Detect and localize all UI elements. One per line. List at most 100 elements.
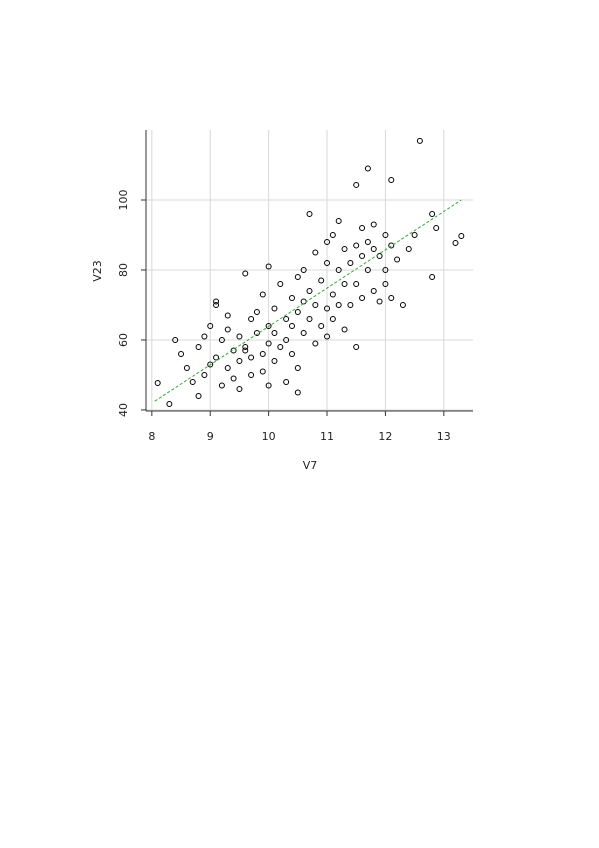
point bbox=[324, 305, 331, 312]
point bbox=[271, 305, 278, 312]
point bbox=[283, 336, 290, 343]
point bbox=[248, 315, 255, 322]
point bbox=[213, 301, 220, 308]
x-tick-label: 11 bbox=[320, 430, 334, 443]
point bbox=[341, 245, 348, 252]
point bbox=[288, 322, 295, 329]
point bbox=[318, 277, 325, 284]
point bbox=[213, 298, 220, 305]
point bbox=[370, 245, 377, 252]
point bbox=[382, 231, 389, 238]
point bbox=[388, 242, 395, 249]
y-axis-label: V23 bbox=[91, 260, 104, 282]
point bbox=[271, 357, 278, 364]
point bbox=[416, 137, 423, 144]
point bbox=[201, 333, 208, 340]
point bbox=[394, 256, 401, 263]
point bbox=[388, 177, 395, 184]
point bbox=[353, 242, 360, 249]
point bbox=[277, 343, 284, 350]
point bbox=[429, 210, 436, 217]
point bbox=[411, 231, 418, 238]
point bbox=[300, 298, 307, 305]
point bbox=[259, 368, 266, 375]
point bbox=[364, 165, 371, 172]
point bbox=[207, 361, 214, 368]
point bbox=[335, 217, 342, 224]
point bbox=[359, 294, 366, 301]
point bbox=[242, 343, 249, 350]
point bbox=[277, 280, 284, 287]
point bbox=[242, 270, 249, 277]
y-tick-label: 80 bbox=[117, 263, 130, 277]
point bbox=[195, 343, 202, 350]
point bbox=[213, 354, 220, 361]
point bbox=[306, 315, 313, 322]
x-axis-label: V7 bbox=[303, 459, 318, 472]
point bbox=[294, 389, 301, 396]
x-tick-label: 12 bbox=[378, 430, 392, 443]
point bbox=[433, 224, 440, 231]
point bbox=[329, 231, 336, 238]
point bbox=[294, 273, 301, 280]
point bbox=[458, 233, 465, 240]
point bbox=[429, 273, 436, 280]
point bbox=[353, 280, 360, 287]
point bbox=[288, 294, 295, 301]
point bbox=[294, 364, 301, 371]
point bbox=[300, 266, 307, 273]
y-tick-label: 100 bbox=[117, 189, 130, 210]
point bbox=[218, 336, 225, 343]
point bbox=[218, 382, 225, 389]
point bbox=[294, 308, 301, 315]
point bbox=[306, 210, 313, 217]
point bbox=[172, 336, 179, 343]
point bbox=[236, 385, 243, 392]
point bbox=[347, 259, 354, 266]
point bbox=[318, 322, 325, 329]
point bbox=[329, 291, 336, 298]
point bbox=[201, 371, 208, 378]
y-tick-label: 40 bbox=[117, 403, 130, 417]
point bbox=[347, 301, 354, 308]
point bbox=[236, 357, 243, 364]
point bbox=[376, 298, 383, 305]
point bbox=[230, 347, 237, 354]
point bbox=[236, 333, 243, 340]
point bbox=[359, 252, 366, 259]
point bbox=[253, 329, 260, 336]
point bbox=[359, 224, 366, 231]
point bbox=[382, 280, 389, 287]
point bbox=[376, 252, 383, 259]
point bbox=[248, 354, 255, 361]
point bbox=[265, 340, 272, 347]
point bbox=[341, 280, 348, 287]
point bbox=[335, 301, 342, 308]
point bbox=[283, 315, 290, 322]
point bbox=[364, 238, 371, 245]
point bbox=[248, 371, 255, 378]
point bbox=[382, 266, 389, 273]
point bbox=[224, 312, 231, 319]
point bbox=[370, 221, 377, 228]
point bbox=[242, 347, 249, 354]
x-tick-label: 10 bbox=[262, 430, 276, 443]
trend-line bbox=[154, 199, 462, 402]
point bbox=[312, 249, 319, 256]
point bbox=[154, 380, 161, 387]
point bbox=[452, 240, 459, 247]
point bbox=[183, 364, 190, 371]
point bbox=[265, 263, 272, 270]
point bbox=[189, 378, 196, 385]
point bbox=[224, 326, 231, 333]
point bbox=[364, 266, 371, 273]
point bbox=[230, 375, 237, 382]
point bbox=[195, 392, 202, 399]
point bbox=[353, 343, 360, 350]
point bbox=[324, 238, 331, 245]
point bbox=[259, 350, 266, 357]
point bbox=[288, 350, 295, 357]
x-tick-label: 9 bbox=[207, 430, 214, 443]
